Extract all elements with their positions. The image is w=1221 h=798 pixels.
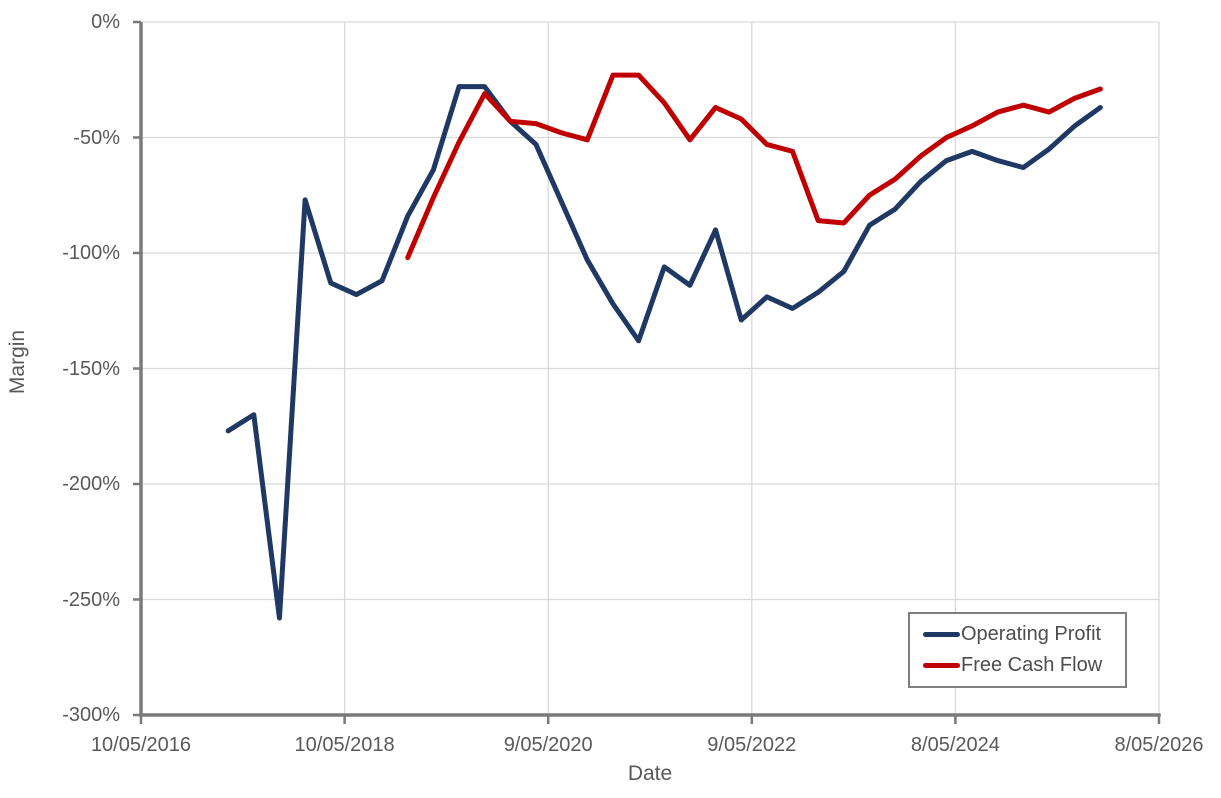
x-tick-label: 9/05/2022 — [707, 734, 797, 756]
x-tick-label: 10/05/2016 — [90, 734, 192, 756]
legend: Operating Profit Free Cash Flow — [908, 612, 1127, 688]
series-lines — [225, 72, 1103, 621]
legend-label-free-cash-flow: Free Cash Flow — [961, 654, 1103, 677]
y-tick-label: -300% — [62, 704, 120, 726]
legend-item-free-cash-flow: Free Cash Flow — [923, 654, 1125, 677]
y-tick-label: -50% — [73, 126, 120, 149]
x-axis-title: Date — [627, 762, 673, 785]
y-tick-label: -200% — [62, 473, 120, 495]
legend-item-operating-profit: Operating Profit — [923, 623, 1125, 646]
y-tick-label: 0% — [91, 11, 120, 33]
operating-profit-line-swatch — [923, 631, 960, 637]
x-tick-label: 9/05/2020 — [503, 734, 593, 756]
operating-profit-line — [225, 84, 1103, 621]
x-tick-label: 8/05/2026 — [1114, 734, 1204, 756]
y-tick-label: -100% — [62, 242, 120, 264]
x-tick-label: 10/05/2018 — [294, 734, 395, 756]
y-axis-title: Margin — [6, 329, 29, 395]
free-cash-flow-line-swatch — [923, 663, 960, 669]
y-tick-label: -150% — [62, 357, 120, 380]
x-tick-label: 8/05/2024 — [910, 734, 1000, 756]
legend-label-operating-profit: Operating Profit — [961, 622, 1102, 645]
y-tick-label: -250% — [62, 588, 120, 611]
tick-marks — [133, 20, 1161, 724]
free-cash-flow-line — [405, 72, 1103, 261]
